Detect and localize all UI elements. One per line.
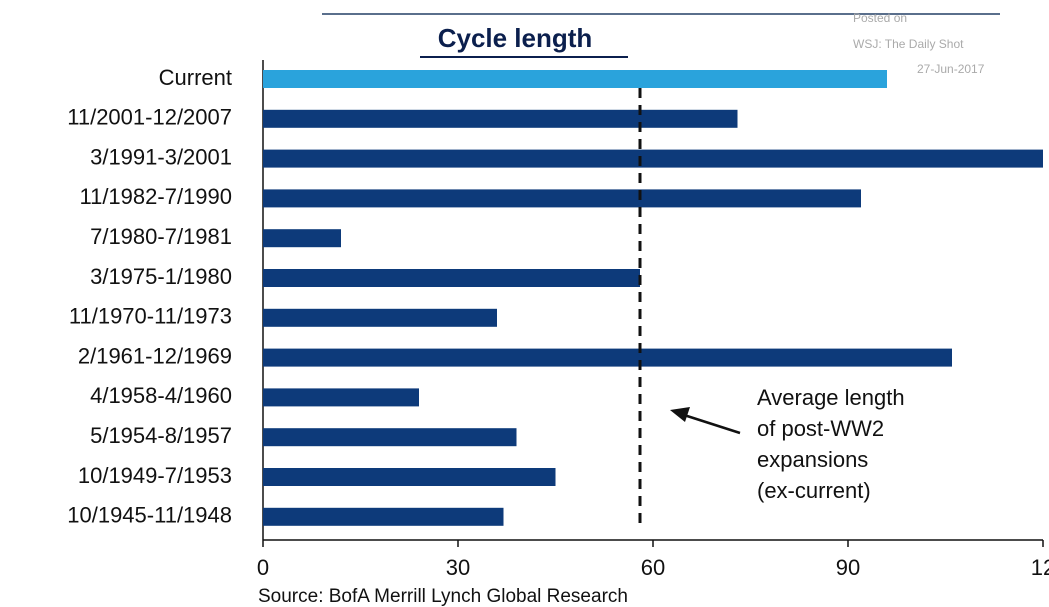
annotation: of post-WW2 [757, 416, 884, 441]
annotation: (ex-current) [757, 478, 871, 503]
posted-line: 27-Jun-2017 [917, 62, 985, 76]
y-tick-label: 2/1961-12/1969 [78, 343, 232, 368]
annotation-arrow [683, 413, 741, 435]
y-tick-label: 11/2001-12/2007 [67, 105, 232, 130]
y-tick-label: 10/1949-7/1953 [78, 463, 232, 488]
y-tick-label: 11/1970-11/1973 [69, 304, 232, 329]
annotation: Average length [757, 385, 905, 410]
posted-line: WSJ: The Daily Shot [853, 37, 964, 51]
y-tick-label: 10/1945-11/1948 [67, 503, 232, 528]
y-tick-label: 5/1954-8/1957 [90, 423, 232, 448]
bar [263, 149, 1043, 168]
bar [263, 229, 341, 248]
x-tick-label: 30 [446, 555, 470, 580]
x-tick-label: 90 [836, 555, 860, 580]
x-tick-label: 12 [1031, 555, 1049, 580]
annotation: expansions [757, 447, 868, 472]
posted-line: Posted on [853, 11, 907, 25]
bar [263, 109, 738, 128]
y-tick-label: Current [159, 65, 232, 90]
y-tick-label: 11/1982-7/1990 [79, 184, 232, 209]
bar [263, 308, 497, 327]
bar [263, 507, 504, 526]
bar [263, 189, 861, 208]
bar [263, 388, 419, 407]
y-tick-label: 3/1991-3/2001 [90, 144, 232, 169]
x-tick-label: 60 [641, 555, 665, 580]
arrow-head [670, 407, 690, 422]
bar [263, 428, 517, 447]
source: Source: BofA Merrill Lynch Global Resear… [258, 586, 628, 607]
bar [263, 348, 952, 367]
x-tick-label: 0 [257, 555, 269, 580]
y-tick-label: 4/1958-4/1960 [90, 383, 232, 408]
y-tick-label: 7/1980-7/1981 [90, 224, 232, 249]
bar [263, 269, 640, 287]
bar [263, 70, 887, 88]
y-tick-label: 3/1975-1/1980 [90, 264, 232, 289]
chart-title: Cycle length [438, 23, 593, 53]
bar [263, 468, 556, 486]
